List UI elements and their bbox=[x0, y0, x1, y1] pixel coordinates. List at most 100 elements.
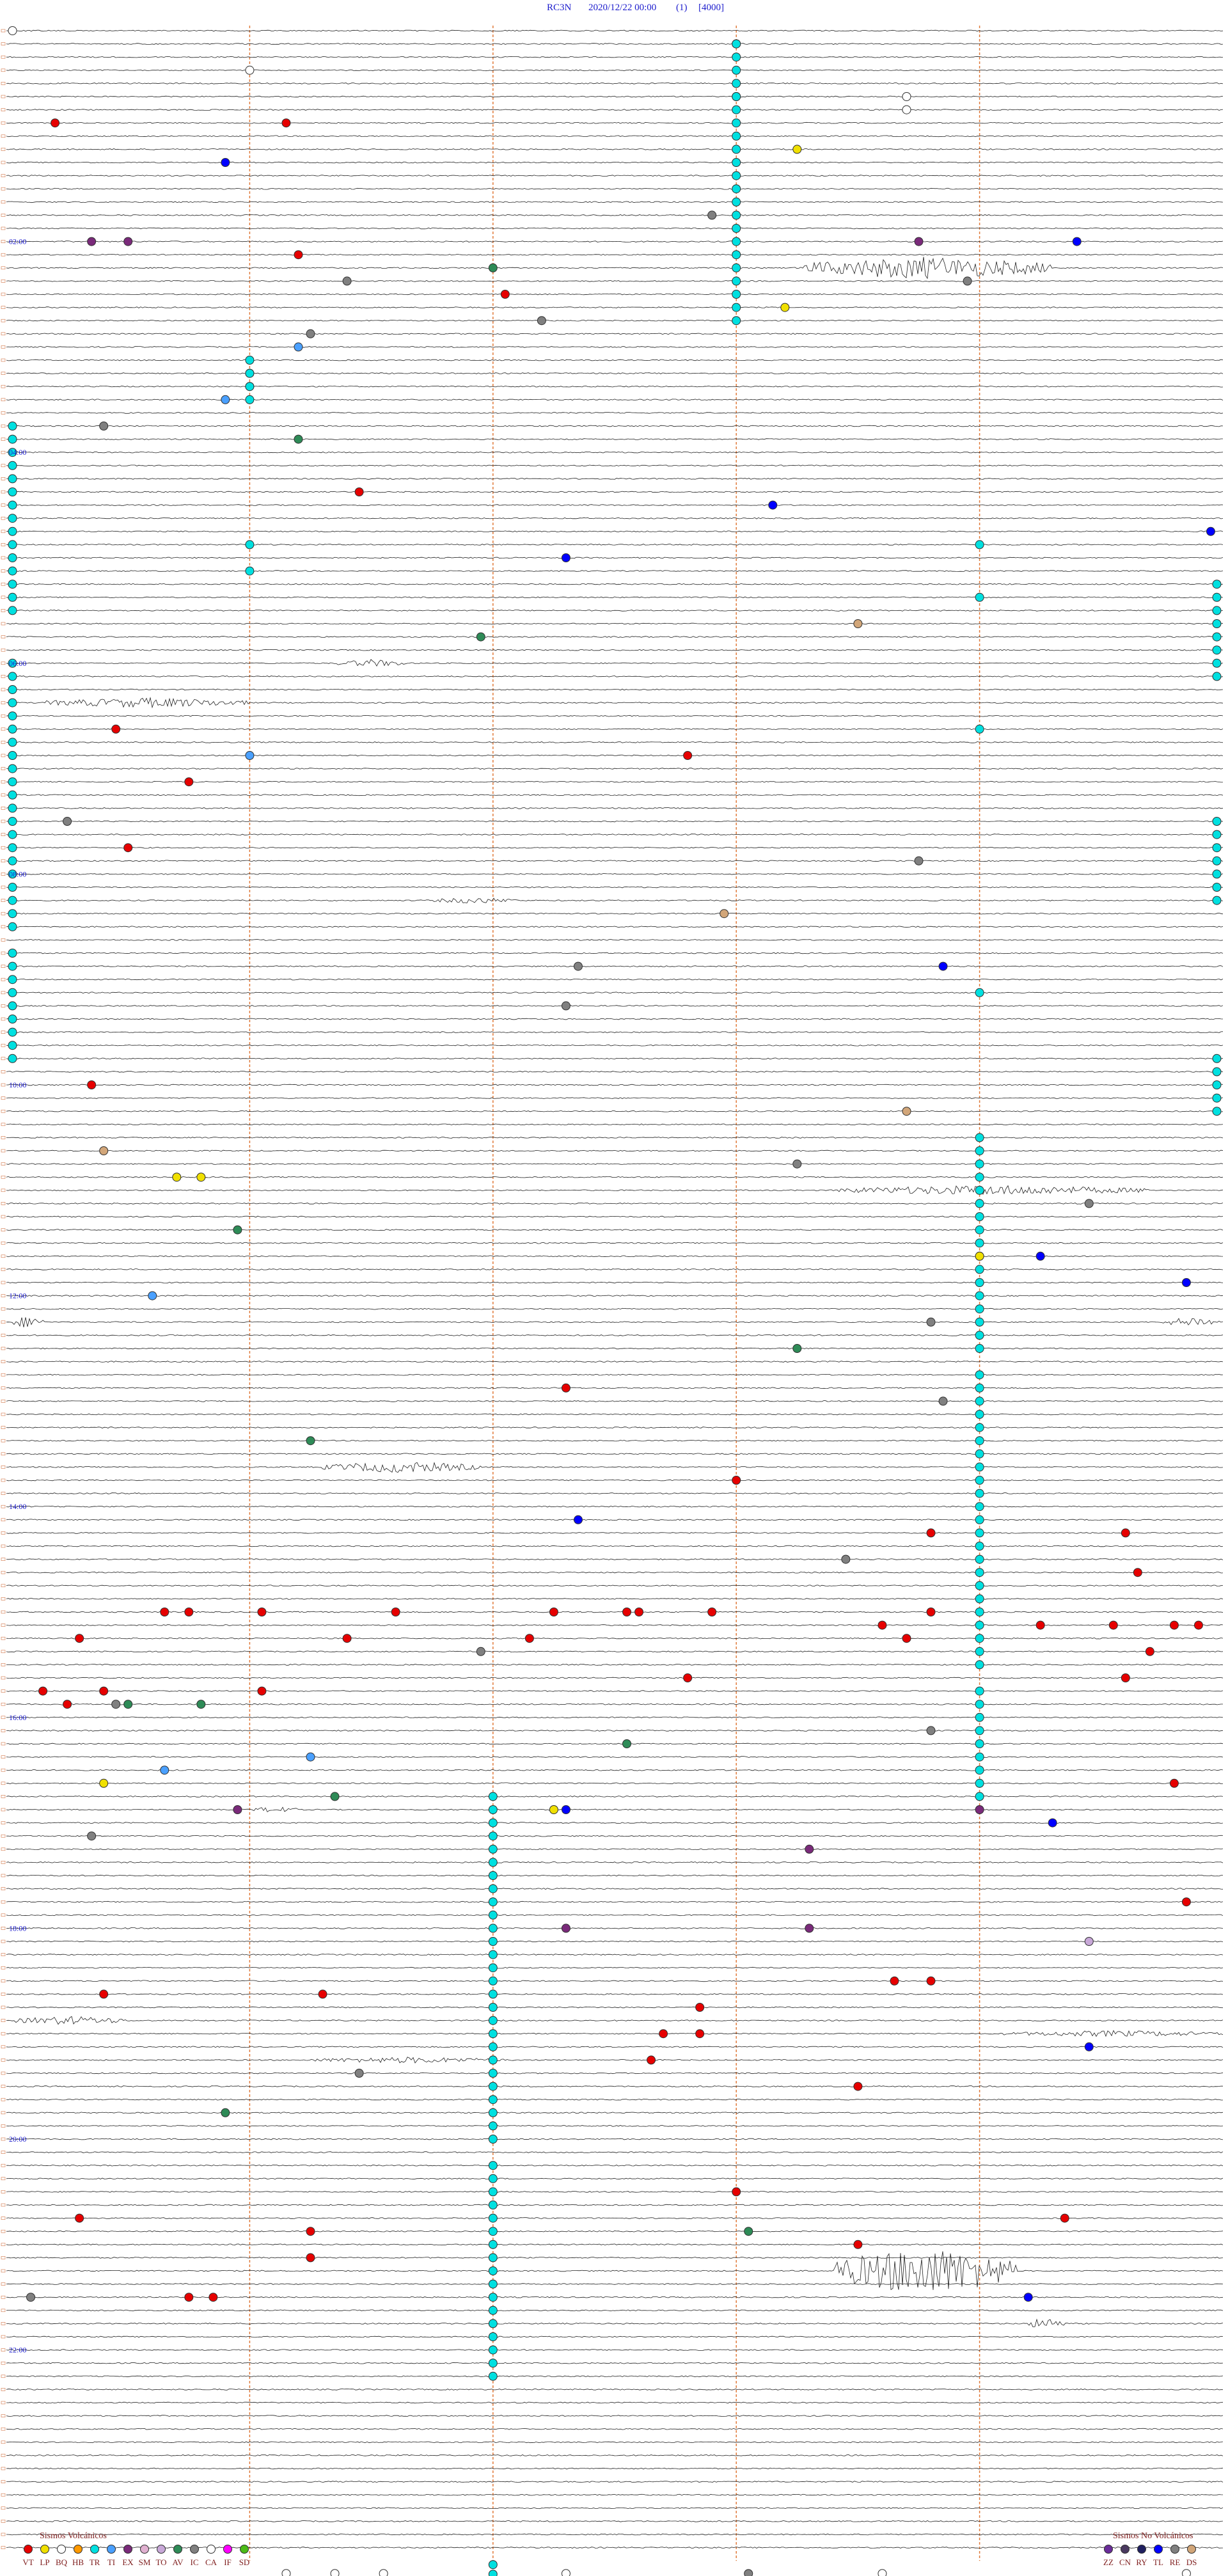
trace-line bbox=[6, 2016, 1224, 2025]
row-tick bbox=[1, 1874, 6, 1877]
marker-vt bbox=[123, 843, 133, 853]
row-tick bbox=[1, 503, 6, 507]
trace-line bbox=[6, 1361, 1224, 1363]
header-station: RC3N bbox=[547, 3, 572, 13]
marker-ic bbox=[476, 1647, 485, 1656]
row-tick bbox=[1, 2533, 6, 2536]
row-tick bbox=[1, 2243, 6, 2247]
trace-line bbox=[6, 1084, 1224, 1086]
marker-tl bbox=[1181, 1278, 1191, 1287]
marker-tr bbox=[8, 474, 17, 484]
trace-line bbox=[6, 649, 1224, 651]
marker-bq bbox=[281, 2569, 291, 2576]
legend-bq-label: BQ bbox=[56, 2557, 68, 2567]
marker-tr bbox=[975, 1185, 984, 1195]
row-tick bbox=[1, 68, 6, 72]
marker-tr bbox=[975, 1133, 984, 1142]
trace-line bbox=[6, 2257, 1224, 2259]
row-tick bbox=[1, 292, 6, 296]
marker-vt bbox=[1121, 1673, 1130, 1682]
marker-ic bbox=[707, 210, 717, 220]
trace-line bbox=[6, 926, 1224, 928]
row-tick bbox=[1, 306, 6, 309]
trace-line bbox=[6, 846, 1224, 849]
trace-line bbox=[6, 451, 1224, 454]
legend-av-swatch bbox=[173, 2545, 182, 2554]
header-scale: [4000] bbox=[698, 3, 724, 13]
row-tick bbox=[1, 543, 6, 546]
trace-line bbox=[6, 346, 1224, 348]
row-tick bbox=[1, 530, 6, 533]
row-tick bbox=[1, 253, 6, 257]
row-tick bbox=[1, 1004, 6, 1007]
marker-vt bbox=[500, 290, 510, 299]
hour-label: 18:00 bbox=[9, 1924, 26, 1932]
marker-tr bbox=[488, 1792, 498, 1801]
row-tick bbox=[1, 1689, 6, 1693]
marker-tr bbox=[8, 711, 17, 721]
row-tick bbox=[1, 1175, 6, 1179]
row-tick bbox=[1, 1162, 6, 1166]
marker-tr bbox=[975, 1317, 984, 1327]
trace-line bbox=[6, 1611, 1224, 1613]
trace-line bbox=[6, 1439, 1224, 1442]
trace-line bbox=[6, 1163, 1224, 1165]
marker-tr bbox=[488, 2174, 498, 2183]
row-tick bbox=[1, 1544, 6, 1548]
marker-tr bbox=[8, 975, 17, 984]
marker-tr bbox=[488, 2266, 498, 2275]
marker-av bbox=[622, 1739, 632, 1748]
marker-tl bbox=[1023, 2293, 1033, 2302]
marker-ex bbox=[914, 237, 924, 246]
marker-tr bbox=[975, 1515, 984, 1524]
marker-tl bbox=[573, 1515, 583, 1524]
trace-line bbox=[6, 1690, 1224, 1692]
marker-tr bbox=[488, 1963, 498, 1973]
trace-line bbox=[6, 1005, 1224, 1007]
marker-tr bbox=[488, 2069, 498, 2078]
marker-tr bbox=[975, 1686, 984, 1696]
legend-ex-label: EX bbox=[122, 2557, 134, 2567]
row-tick bbox=[1, 714, 6, 718]
marker-tr bbox=[1212, 1080, 1222, 1089]
legend-if-label: IF bbox=[224, 2557, 232, 2567]
row-tick bbox=[1, 464, 6, 468]
marker-tr bbox=[975, 1146, 984, 1155]
trace-line bbox=[6, 1730, 1224, 1732]
marker-vt bbox=[524, 1634, 534, 1643]
marker-vt bbox=[853, 2082, 863, 2091]
marker-tr bbox=[488, 2213, 498, 2223]
row-tick bbox=[1, 2454, 6, 2457]
trace-line bbox=[6, 2046, 1224, 2048]
legend-ic-swatch bbox=[190, 2545, 199, 2554]
row-tick bbox=[1, 819, 6, 823]
marker-tr bbox=[732, 316, 741, 326]
marker-tr bbox=[488, 2161, 498, 2170]
trace-line bbox=[6, 2520, 1224, 2522]
row-tick bbox=[1, 780, 6, 784]
marker-ti bbox=[294, 342, 303, 352]
marker-tr bbox=[488, 1831, 498, 1841]
trace-line bbox=[6, 227, 1224, 230]
row-tick bbox=[1, 2295, 6, 2299]
marker-tr bbox=[8, 526, 17, 536]
marker-vt bbox=[99, 1989, 109, 1999]
marker-vt bbox=[257, 1686, 267, 1696]
marker-tl bbox=[1048, 1818, 1057, 1828]
row-tick bbox=[1, 622, 6, 626]
trace-line bbox=[6, 69, 1224, 72]
trace-line bbox=[6, 1242, 1224, 1244]
row-tick bbox=[1, 450, 6, 454]
marker-tr bbox=[8, 434, 17, 444]
trace-line bbox=[6, 1703, 1223, 1705]
marker-tr bbox=[488, 2345, 498, 2355]
row-tick bbox=[1, 1624, 6, 1627]
row-tick bbox=[1, 1821, 6, 1824]
row-tick bbox=[1, 2058, 6, 2062]
row-tick bbox=[1, 2427, 6, 2431]
row-tick bbox=[1, 2190, 6, 2193]
marker-ex bbox=[123, 237, 133, 246]
marker-tr bbox=[488, 2332, 498, 2341]
legend-sd-label: SD bbox=[239, 2557, 250, 2567]
marker-ic bbox=[342, 276, 352, 286]
